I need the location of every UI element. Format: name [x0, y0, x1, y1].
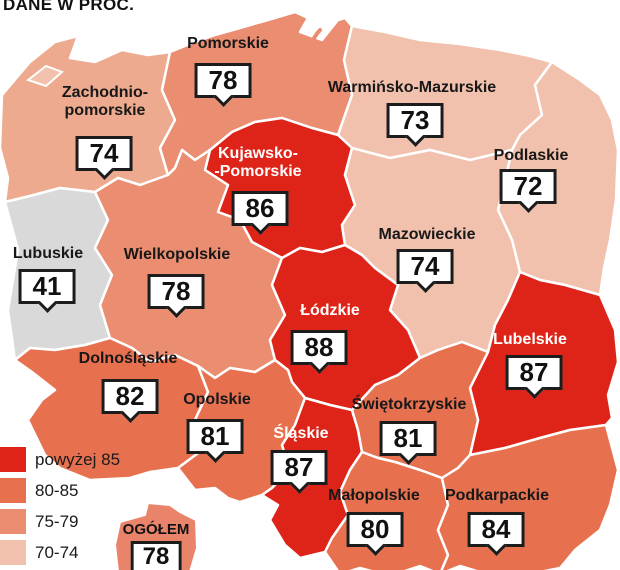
label-pomorskie: Pomorskie	[187, 35, 269, 52]
value-kujawsko-pomorskie: 86	[231, 191, 289, 226]
value-pomorskie: 78	[194, 63, 252, 98]
value-dolnoslaskie: 82	[101, 379, 159, 414]
legend-swatch-75-79	[0, 509, 26, 534]
value-warminsko-mazurskie: 73	[386, 103, 444, 138]
label-lubelskie: Lubelskie	[493, 331, 567, 348]
value-mazowieckie: 74	[396, 249, 454, 284]
legend-label: 75-79	[35, 512, 79, 531]
overall-label: OGÓŁEM	[122, 521, 190, 538]
legend-row: 80-85	[0, 478, 120, 503]
hel-peninsula	[309, 28, 322, 64]
value-swietokrzyskie: 81	[379, 421, 437, 456]
legend-row: 70-74	[0, 540, 120, 565]
label-podkarpackie: Podkarpackie	[444, 487, 550, 504]
label-opolskie: Opolskie	[183, 391, 251, 408]
label-malopolskie: Małopolskie	[328, 487, 420, 504]
label-zachodniopomorskie: Zachodnio- pomorskie	[61, 84, 149, 119]
value-podlaskie: 72	[499, 169, 557, 204]
label-lubuskie: Lubuskie	[12, 245, 84, 262]
value-lodzkie: 88	[290, 330, 348, 365]
value-malopolskie: 80	[346, 512, 404, 547]
legend-swatch-above-85	[0, 447, 26, 472]
legend-swatch-80-85	[0, 478, 26, 503]
legend-label: powyżej 85	[35, 450, 121, 469]
value-wielkopolskie: 78	[147, 274, 205, 309]
label-mazowieckie: Mazowieckie	[378, 226, 476, 243]
label-slaskie: Śląskie	[273, 425, 329, 442]
legend: powyżej 85 80-85 75-79 70-74	[0, 447, 120, 570]
page-title: DANE W PROC.	[3, 0, 135, 14]
label-dolnoslaskie: Dolnośląskie	[78, 350, 178, 367]
label-wielkopolskie: Wielkopolskie	[123, 246, 231, 263]
legend-label: 80-85	[35, 481, 79, 500]
value-lubelskie: 87	[505, 355, 563, 390]
label-warminsko-mazurskie: Warmińsko-Mazurskie	[327, 79, 497, 96]
legend-swatch-70-74	[0, 540, 26, 565]
value-zachodniopomorskie: 74	[75, 136, 133, 171]
legend-row: powyżej 85	[0, 447, 120, 472]
value-opolskie: 81	[186, 419, 244, 454]
overall-value: 78	[130, 541, 182, 570]
legend-row: 75-79	[0, 509, 120, 534]
label-kujawsko-pomorskie: Kujawsko- -Pomorskie	[214, 145, 302, 180]
coastal-island	[25, 64, 64, 88]
label-podlaskie: Podlaskie	[493, 147, 569, 164]
value-slaskie: 87	[270, 450, 328, 485]
label-lodzkie: Łódzkie	[300, 302, 360, 319]
label-swietokrzyskie: Świętokrzyskie	[351, 396, 467, 413]
legend-label: 70-74	[35, 543, 79, 562]
value-podkarpackie: 84	[467, 512, 525, 547]
value-lubuskie: 41	[18, 269, 76, 304]
